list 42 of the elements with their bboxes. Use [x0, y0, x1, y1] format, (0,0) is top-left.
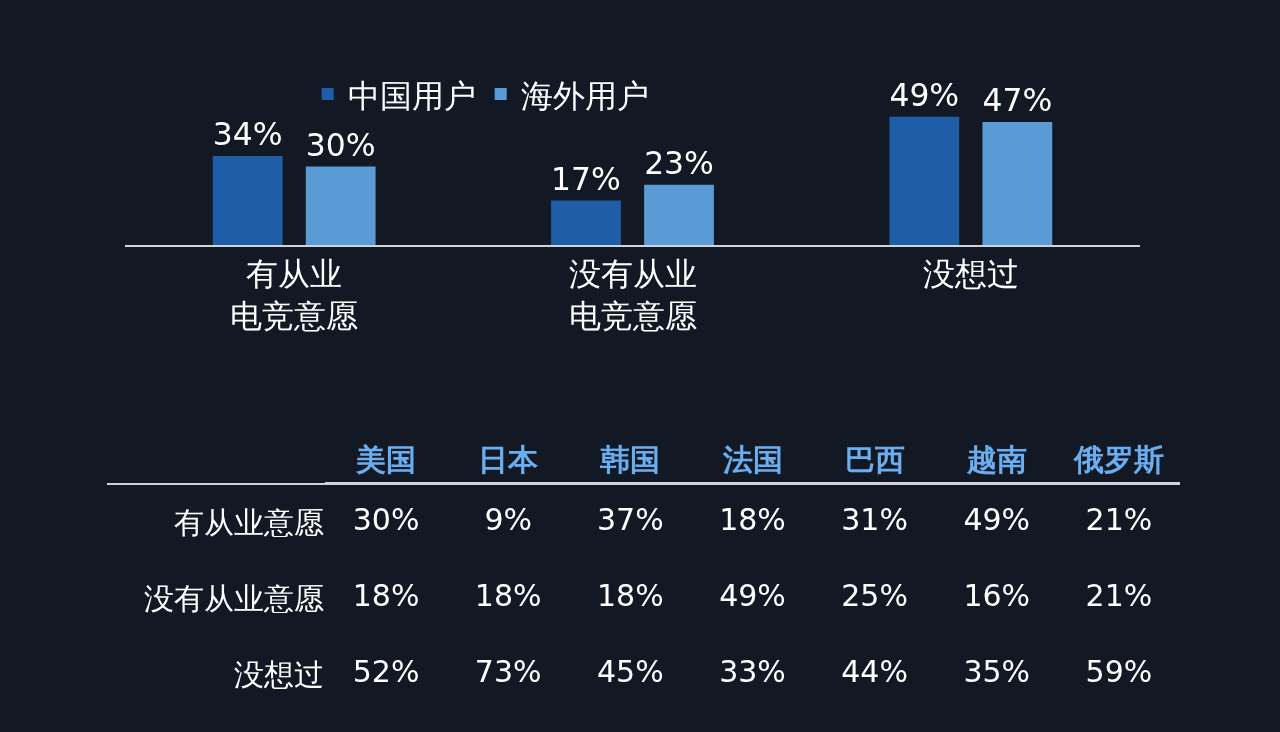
- text: 9%: [484, 501, 533, 537]
- text: 52%: [352, 653, 420, 689]
- category-label: 日本: [478, 442, 540, 477]
- data-label: 17%: [551, 160, 621, 197]
- category-label: 法国: [721, 442, 783, 477]
- category-label: 俄罗斯: [1072, 442, 1164, 477]
- text: 18%: [597, 577, 664, 613]
- x-tick-label: 有从业电竞意愿: [230, 255, 359, 335]
- text: 35%: [963, 653, 1031, 689]
- text: 49%: [963, 501, 1031, 537]
- text: 73%: [474, 653, 542, 689]
- text: 59%: [1085, 653, 1153, 689]
- data-label: 49%: [889, 76, 960, 113]
- text: 18%: [474, 577, 542, 613]
- category-label: 美国: [355, 442, 417, 477]
- category-label: 没想过: [234, 656, 324, 692]
- text: 33%: [719, 653, 786, 689]
- text: 31%: [841, 501, 908, 537]
- data-label: 47%: [982, 82, 1053, 119]
- text: 16%: [963, 577, 1031, 613]
- category-label: 有从业意愿: [174, 504, 324, 540]
- category-label: 韩国: [599, 442, 661, 477]
- text: 37%: [597, 501, 664, 537]
- text: 45%: [597, 653, 664, 689]
- legend-label: 中国用户: [347, 76, 476, 115]
- text: 18%: [719, 501, 786, 537]
- text: 25%: [841, 577, 908, 613]
- x-tick-label: 没想过: [922, 255, 1019, 294]
- text: 18%: [352, 577, 420, 613]
- data-label: 34%: [212, 116, 283, 153]
- data-label: 23%: [644, 144, 714, 181]
- legend-label: 海外用户: [520, 76, 649, 115]
- text: 49%: [719, 577, 786, 613]
- category-label: 没有从业意愿: [144, 580, 324, 616]
- text: 21%: [1085, 501, 1153, 537]
- text: 30%: [352, 501, 420, 537]
- text: 21%: [1085, 577, 1153, 613]
- category-label: 越南: [965, 442, 1027, 477]
- text: 44%: [841, 653, 908, 689]
- x-tick-label: 没有从业电竞意愿: [568, 255, 697, 335]
- data-label: 30%: [305, 126, 376, 163]
- category-label: 巴西: [844, 442, 905, 477]
